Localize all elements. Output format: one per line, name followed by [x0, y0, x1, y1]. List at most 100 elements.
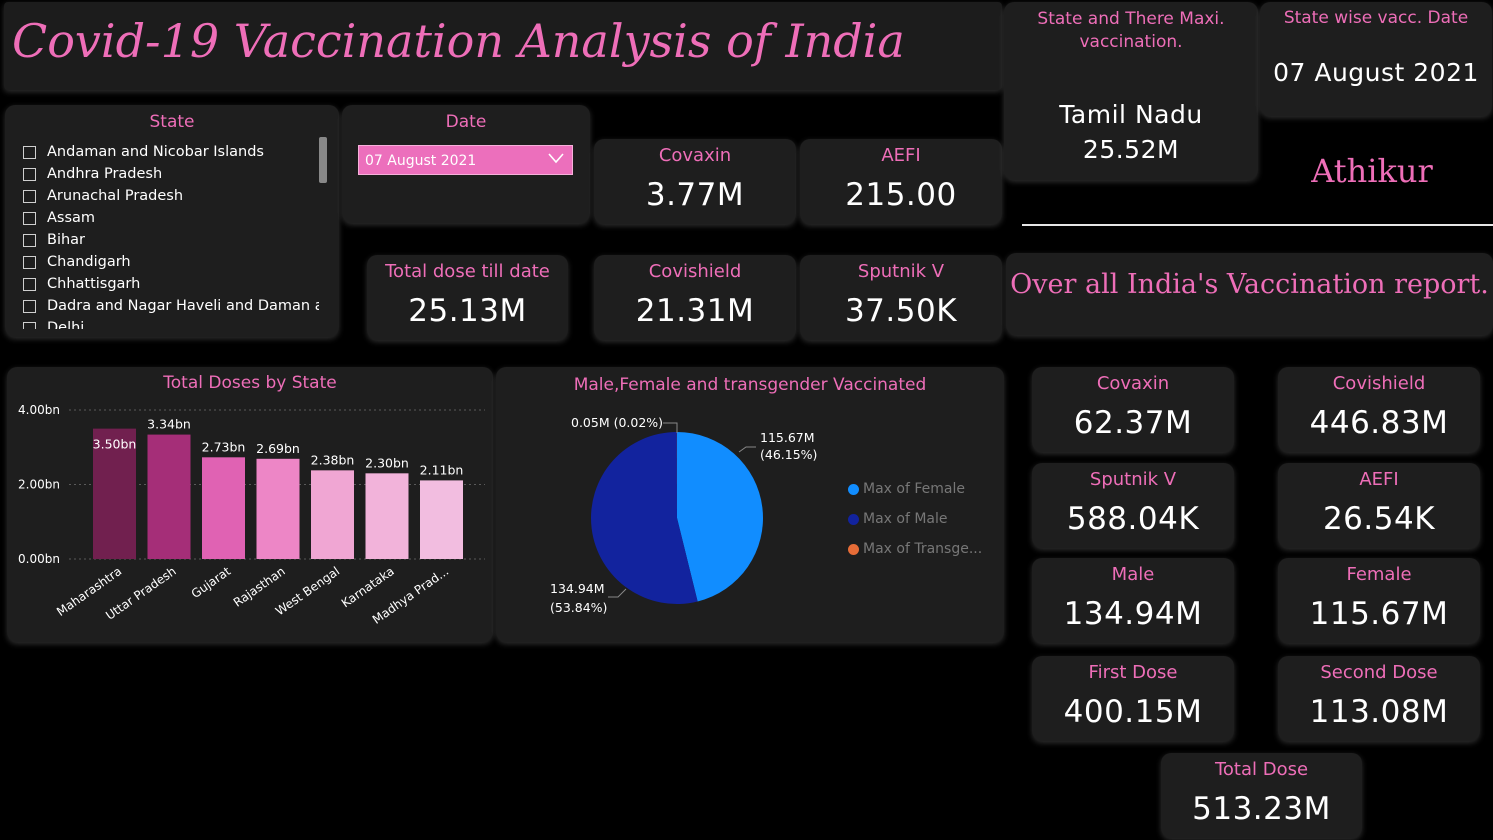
pie-chart: 115.67M (46.15%) 134.94M (53.84%) 0.05M (0.0…: [550, 415, 817, 615]
card-label: Male: [1111, 564, 1155, 585]
state-covaxin-card: Covaxin 3.77M: [594, 139, 796, 224]
max-state-value: 25.52M: [1082, 135, 1180, 164]
bar-data-label: 2.73bn: [202, 439, 246, 454]
legend-item-female[interactable]: Max of Female: [848, 481, 965, 497]
india-sputnik-card: Sputnik V 588.04K: [1032, 463, 1234, 548]
legend-label: Max of Male: [863, 511, 948, 527]
state-list-scrollbar[interactable]: [319, 137, 327, 183]
title-bar: Covid-19 Vaccination Analysis of India: [4, 2, 1002, 90]
bar[interactable]: [147, 434, 191, 559]
legend-item-transgender[interactable]: Max of Transge...: [848, 541, 982, 557]
state-list[interactable]: Andaman and Nicobar Islands Andhra Prades…: [23, 141, 319, 329]
card-value: 21.31M: [635, 293, 755, 329]
date-slicer-header: Date: [445, 112, 487, 132]
state-slicer-header: State: [149, 112, 195, 132]
state-covishield-card: Covishield 21.31M: [594, 255, 796, 340]
bar[interactable]: [311, 470, 354, 559]
checkbox-icon[interactable]: [23, 189, 36, 203]
card-label: Female: [1346, 564, 1412, 585]
x-tick-label: Gujarat: [189, 564, 234, 601]
state-list-item[interactable]: Arunachal Pradesh: [23, 185, 319, 207]
state-list-item[interactable]: Dadra and Nagar Haveli and Daman an...: [23, 295, 319, 317]
bar-data-label: 2.11bn: [420, 462, 464, 477]
legend-dot-icon: [848, 543, 859, 555]
date-dropdown[interactable]: 07 August 2021: [358, 145, 573, 175]
dashboard-title: Covid-19 Vaccination Analysis of India: [12, 14, 905, 68]
card-label: Covaxin: [1096, 373, 1170, 394]
state-aefi-card: AEFI 215.00: [800, 139, 1002, 224]
checkbox-icon[interactable]: [23, 255, 36, 269]
card-label: Covaxin: [658, 145, 732, 166]
card-value: 215.00: [845, 177, 957, 213]
author-name: Athikur: [1311, 152, 1433, 190]
checkbox-icon[interactable]: [23, 233, 36, 247]
checkbox-icon[interactable]: [23, 299, 36, 313]
date-slicer: Date 07 August 2021: [342, 105, 590, 223]
state-list-item-label: Andaman and Nicobar Islands: [47, 144, 264, 160]
leader-line: [608, 588, 627, 598]
card-label: State wise vacc. Date: [1283, 8, 1469, 28]
india-total-dose-card: Total Dose 513.23M: [1161, 753, 1362, 838]
bar-chart: 0.00bn2.00bn4.00bn3.50bnMaharashtra3.34b…: [18, 403, 485, 627]
checkbox-icon[interactable]: [23, 277, 36, 291]
india-covaxin-card: Covaxin 62.37M: [1032, 367, 1234, 452]
state-list-item[interactable]: Assam: [23, 207, 319, 229]
card-value: 446.83M: [1309, 405, 1449, 441]
india-first-dose-card: First Dose 400.15M: [1032, 656, 1234, 741]
y-tick-label: 0.00bn: [18, 552, 60, 566]
card-value: 07 August 2021: [1273, 58, 1479, 87]
card-label: Total Dose: [1214, 759, 1309, 780]
legend-dot-icon: [848, 483, 859, 495]
card-value: 115.67M: [1309, 596, 1449, 632]
card-value: 62.37M: [1073, 405, 1193, 441]
card-value: 588.04K: [1066, 501, 1200, 537]
card-value: 134.94M: [1063, 596, 1203, 632]
divider: [1022, 224, 1493, 226]
legend-item-male[interactable]: Max of Male: [848, 511, 948, 527]
overall-report-title: Over all India's Vaccination report.: [1010, 269, 1489, 300]
bar[interactable]: [93, 428, 136, 559]
card-label: Total dose till date: [385, 261, 550, 282]
state-vacc-date-card: State wise vacc. Date 07 August 2021: [1260, 2, 1492, 116]
checkbox-icon[interactable]: [23, 145, 36, 159]
bar[interactable]: [420, 480, 463, 559]
checkbox-icon[interactable]: [23, 167, 36, 181]
y-tick-label: 2.00bn: [18, 478, 60, 492]
india-second-dose-card: Second Dose 113.08M: [1278, 656, 1480, 741]
state-list-item-label: Dadra and Nagar Haveli and Daman an...: [47, 298, 319, 314]
bar-data-label: 3.50bn: [93, 437, 137, 452]
state-list-item[interactable]: Bihar: [23, 229, 319, 251]
bar[interactable]: [365, 473, 409, 559]
overall-report-banner: Over all India's Vaccination report.: [1006, 253, 1493, 335]
state-list-item[interactable]: Chhattisgarh: [23, 273, 319, 295]
max-vaccination-state-card: State and There Maxi. vaccination. Tamil…: [1004, 2, 1258, 180]
leader-line: [738, 446, 756, 453]
pie-data-label: 115.67M: [760, 430, 815, 445]
pie-slice[interactable]: [590, 432, 698, 604]
card-value: 113.08M: [1309, 694, 1449, 730]
pie-data-label: 134.94M: [550, 581, 605, 596]
card-value: 25.13M: [408, 293, 527, 329]
card-value: 3.77M: [645, 177, 745, 213]
pie-chart-title: Male,Female and transgender Vaccinated: [573, 375, 927, 395]
state-list-item[interactable]: Delhi: [23, 317, 319, 329]
pie-slice[interactable]: [677, 432, 763, 602]
state-list-item[interactable]: Chandigarh: [23, 251, 319, 273]
state-list-item[interactable]: Andaman and Nicobar Islands: [23, 141, 319, 163]
state-sputnik-card: Sputnik V 37.50K: [800, 255, 1002, 340]
legend-label: Max of Female: [863, 481, 965, 497]
state-list-item-label: Chandigarh: [47, 254, 131, 270]
bar[interactable]: [256, 458, 300, 559]
state-list-item[interactable]: Andhra Pradesh: [23, 163, 319, 185]
checkbox-icon[interactable]: [23, 321, 36, 329]
card-value: 513.23M: [1192, 791, 1331, 827]
card-label: Sputnik V: [1089, 469, 1177, 490]
max-state-name: Tamil Nadu: [1059, 100, 1203, 129]
india-female-card: Female 115.67M: [1278, 558, 1480, 643]
legend-dot-icon: [848, 513, 859, 525]
bar[interactable]: [202, 457, 245, 559]
card-label: Covishield: [648, 261, 742, 282]
pie-data-label-percent: (46.15%): [760, 447, 817, 462]
checkbox-icon[interactable]: [23, 211, 36, 225]
card-label: AEFI: [1359, 469, 1399, 490]
